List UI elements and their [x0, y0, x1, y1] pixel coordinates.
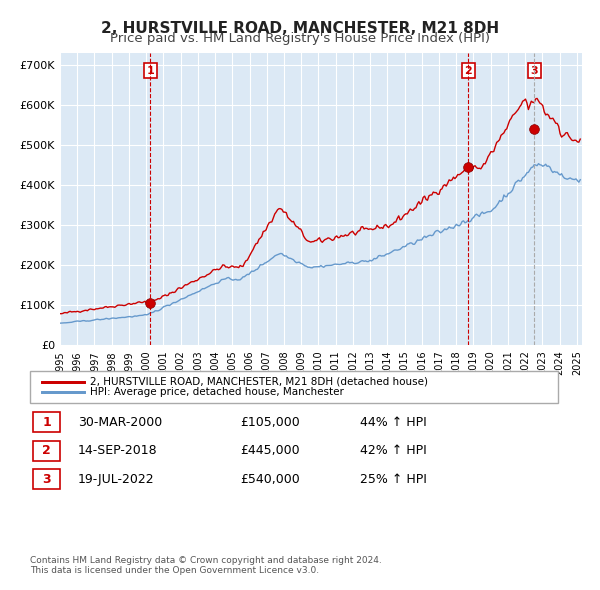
Text: 30-MAR-2000: 30-MAR-2000: [78, 416, 162, 429]
Text: £540,000: £540,000: [240, 473, 300, 486]
Text: 14-SEP-2018: 14-SEP-2018: [78, 444, 158, 457]
Text: 3: 3: [530, 65, 538, 76]
Text: 42% ↑ HPI: 42% ↑ HPI: [360, 444, 427, 457]
Text: Price paid vs. HM Land Registry's House Price Index (HPI): Price paid vs. HM Land Registry's House …: [110, 32, 490, 45]
Text: 25% ↑ HPI: 25% ↑ HPI: [360, 473, 427, 486]
Text: £105,000: £105,000: [240, 416, 300, 429]
Text: Contains HM Land Registry data © Crown copyright and database right 2024.
This d: Contains HM Land Registry data © Crown c…: [30, 556, 382, 575]
Text: 2: 2: [42, 444, 51, 457]
Text: £445,000: £445,000: [240, 444, 299, 457]
Text: 44% ↑ HPI: 44% ↑ HPI: [360, 416, 427, 429]
Text: 1: 1: [146, 65, 154, 76]
Text: 19-JUL-2022: 19-JUL-2022: [78, 473, 155, 486]
Text: 2, HURSTVILLE ROAD, MANCHESTER, M21 8DH: 2, HURSTVILLE ROAD, MANCHESTER, M21 8DH: [101, 21, 499, 35]
Text: HPI: Average price, detached house, Manchester: HPI: Average price, detached house, Manc…: [90, 388, 344, 397]
Text: 2: 2: [464, 65, 472, 76]
Text: 2, HURSTVILLE ROAD, MANCHESTER, M21 8DH (detached house): 2, HURSTVILLE ROAD, MANCHESTER, M21 8DH …: [90, 377, 428, 386]
Text: 3: 3: [42, 473, 51, 486]
Text: 1: 1: [42, 416, 51, 429]
